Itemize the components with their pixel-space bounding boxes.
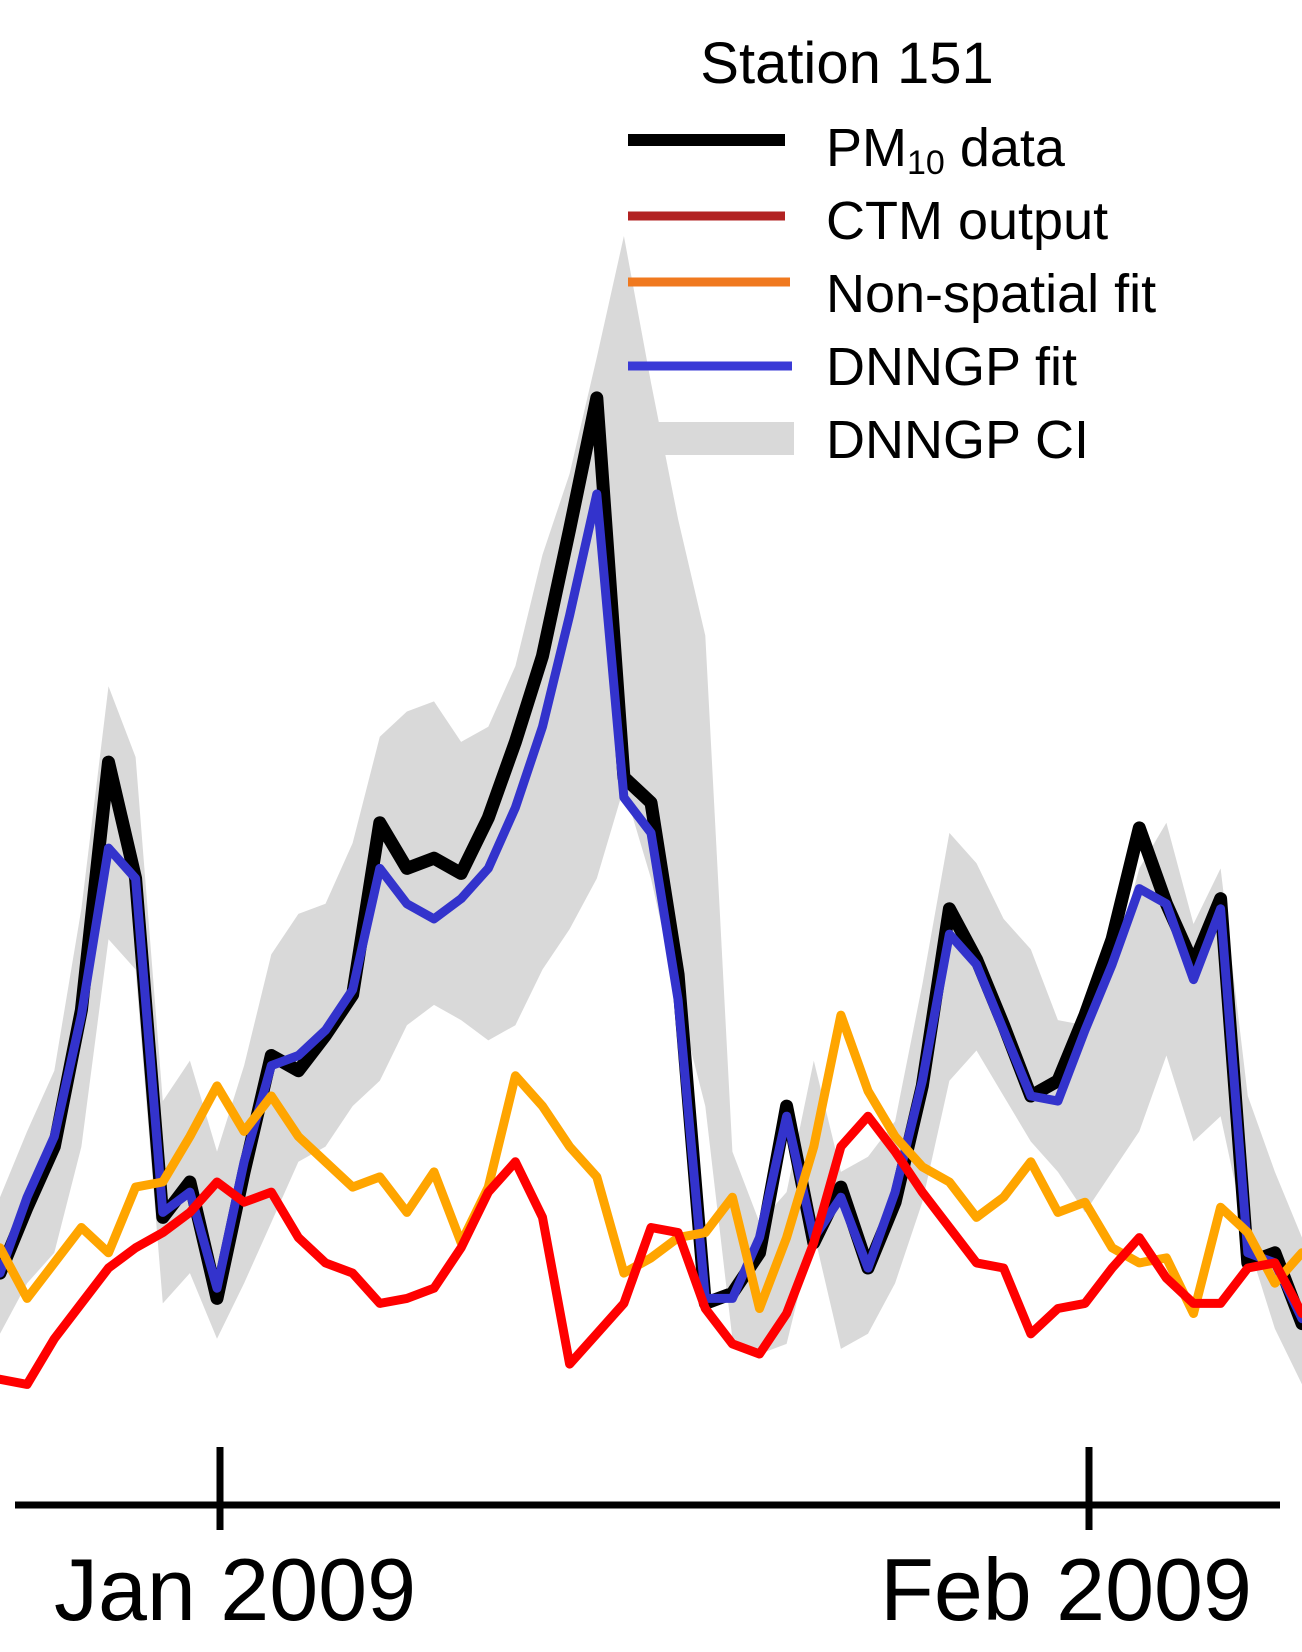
series-ctm-output-line — [0, 1111, 1302, 1389]
legend-label-nonspatial: Non-spatial fit — [826, 264, 1156, 324]
legend-swatch-dnngp-ci — [626, 422, 794, 455]
legend-label-pm10-rest: data — [945, 118, 1066, 178]
chart-title: Station 151 — [700, 31, 993, 96]
legend-label-dnngp-fit: DNNGP fit — [826, 337, 1077, 397]
series-dnngp-fit-line — [0, 489, 1302, 1324]
x-axis: Jan 2009 Feb 2009 — [15, 1447, 1280, 1639]
legend: PM10 data CTM output Non-spatial fit DNN… — [626, 118, 1156, 470]
series-lines-layer — [0, 391, 1302, 1389]
legend-label-dnngp-ci: DNNGP CI — [826, 410, 1089, 470]
x-tick-label-jan: Jan 2009 — [54, 1540, 416, 1639]
series-non-spatial-fit-line — [0, 1010, 1302, 1318]
legend-label-pm10-subscript: 10 — [907, 144, 945, 182]
legend-label-ctm: CTM output — [826, 191, 1108, 251]
x-tick-label-feb: Feb 2009 — [880, 1540, 1252, 1639]
series-pm10-data-line — [0, 391, 1302, 1331]
legend-label-pm10: PM10 data — [826, 118, 1066, 182]
